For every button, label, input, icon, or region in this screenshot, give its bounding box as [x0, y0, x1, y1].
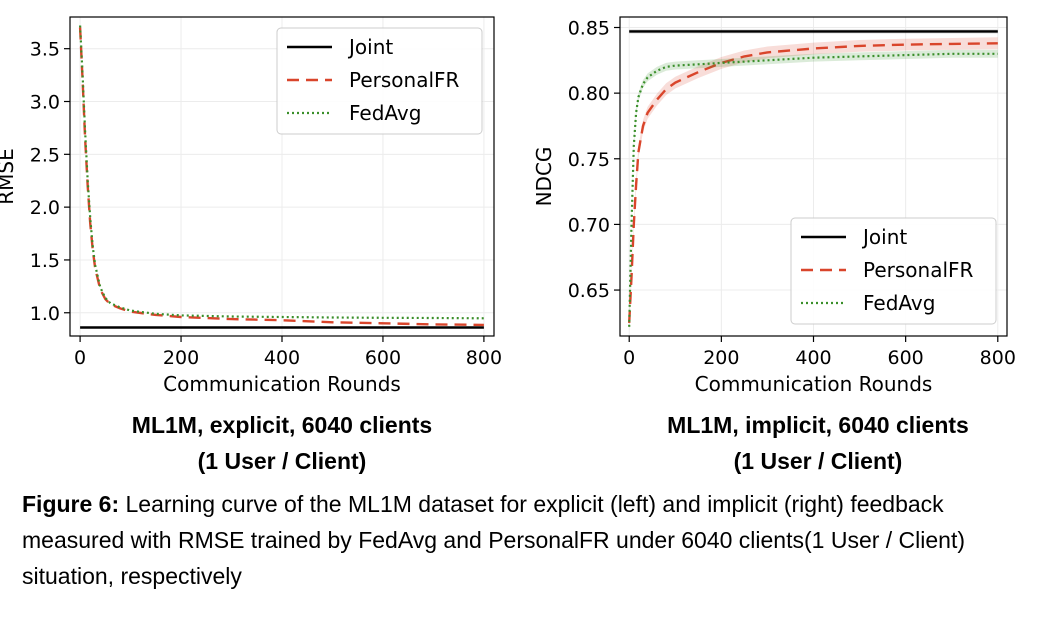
right-subtitle: ML1M, implicit, 6040 clients (1 User / C… — [598, 407, 1038, 479]
right-legend-label-joint: Joint — [861, 225, 907, 249]
left-series-personalfr-line — [78, 27, 484, 327]
right-series-personalfr-line — [628, 42, 998, 323]
left-legend: Joint PersonalFR FedAvg — [276, 27, 483, 135]
right-xtick-label-4: 800 — [980, 347, 1016, 369]
caption-text: Learning curve of the ML1M dataset for e… — [22, 491, 966, 589]
right-ytick-label-0: 0.65 — [568, 280, 610, 302]
right-xtick-label-3: 600 — [888, 347, 924, 369]
left-subtitle-line1: ML1M, explicit, 6040 clients — [131, 412, 433, 438]
right-ytick-label-4: 0.85 — [568, 18, 610, 40]
right-plot-area — [628, 29, 998, 331]
left-xtick-label-3: 600 — [365, 347, 401, 369]
left-legend-label-fedavg: FedAvg — [349, 101, 421, 125]
caption-label: Figure 6: — [22, 491, 120, 517]
right-xtick-label-0: 0 — [623, 347, 635, 369]
right-legend: Joint PersonalFR FedAvg — [790, 217, 997, 325]
right-ylabel: NDCG — [532, 147, 556, 207]
left-xtick-label-1: 200 — [163, 347, 199, 369]
left-ytick-label-4: 3.0 — [30, 92, 60, 114]
left-subtitle: ML1M, explicit, 6040 clients (1 User / C… — [62, 407, 502, 479]
left-ytick-label-3: 2.5 — [30, 144, 60, 166]
left-xlabel: Communication Rounds — [163, 372, 401, 396]
left-subtitle-line2: (1 User / Client) — [197, 448, 367, 474]
right-subtitle-line1: ML1M, implicit, 6040 clients — [667, 412, 969, 438]
right-xlabel: Communication Rounds — [695, 372, 933, 396]
right-ytick-label-2: 0.75 — [568, 149, 610, 171]
left-xtick-label-2: 400 — [264, 347, 300, 369]
left-ylabel: RMSE — [0, 148, 18, 204]
right-ytick-label-3: 0.80 — [568, 83, 610, 105]
right-legend-label-fedavg: FedAvg — [863, 291, 935, 315]
left-ytick-label-1: 1.5 — [30, 250, 60, 272]
right-xtick-label-2: 400 — [795, 347, 831, 369]
left-xtick-label-4: 800 — [466, 347, 502, 369]
right-subtitle-line2: (1 User / Client) — [733, 448, 903, 474]
right-xtick-label-1: 200 — [703, 347, 739, 369]
figure-caption: Figure 6: Learning curve of the ML1M dat… — [22, 486, 1032, 594]
left-legend-label-personalfr: PersonalFR — [349, 68, 460, 92]
right-chart: 0 200 400 600 800 0.65 0.70 0.75 0.80 0.85 Communi… — [532, 16, 1016, 396]
left-legend-label-joint: Joint — [347, 35, 393, 59]
right-legend-label-personalfr: PersonalFR — [863, 258, 974, 282]
left-plot-area — [78, 25, 484, 329]
left-ytick-label-5: 3.5 — [30, 39, 60, 61]
left-series-fedavg-line — [79, 25, 484, 320]
right-legend-box — [790, 217, 997, 325]
right-ytick-label-1: 0.70 — [568, 214, 610, 236]
left-xtick-label-0: 0 — [74, 347, 86, 369]
left-ytick-label-0: 1.0 — [30, 303, 60, 325]
left-chart: 0 200 400 600 800 1.0 1.5 2.0 2.5 3.0 3.5 Communica… — [0, 16, 502, 396]
left-legend-box — [276, 27, 483, 135]
left-ytick-label-2: 2.0 — [30, 197, 60, 219]
